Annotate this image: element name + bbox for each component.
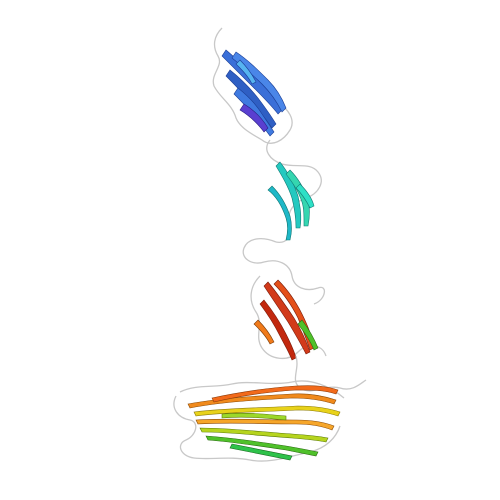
strand-bottom-5 (205, 435, 319, 457)
strand-middle-3 (259, 299, 297, 361)
domain-middle (250, 275, 327, 361)
strand-middle-4 (253, 319, 275, 345)
coil-top (212, 27, 293, 144)
domain-bottom (173, 380, 345, 462)
strand-middle-2 (273, 279, 315, 351)
strand-bottom-7 (211, 385, 339, 403)
strand-bottom-1 (187, 393, 337, 409)
strand-upper-4 (295, 183, 315, 209)
strand-middle-1 (263, 281, 311, 355)
strand-bottom-8 (221, 412, 287, 421)
strand-bottom-2 (193, 405, 341, 417)
strand-upper-3 (267, 185, 292, 241)
domain-upper (266, 139, 322, 243)
strand-bottom-4 (199, 427, 329, 443)
strand-bottom-3 (195, 418, 335, 431)
strand-top-6 (235, 59, 257, 85)
domain-top (212, 27, 293, 144)
coil-linker (242, 237, 325, 305)
strand-top-5 (239, 103, 269, 133)
coil-bottom-2 (179, 380, 345, 399)
strand-bottom-6 (229, 443, 293, 461)
strand-middle-5 (297, 319, 319, 351)
